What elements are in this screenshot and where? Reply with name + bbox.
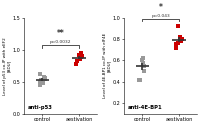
Point: [80, 55, 83, 57]
Point: [41, 82, 44, 84]
Point: [142, 63, 145, 65]
Text: p=0.043: p=0.043: [151, 14, 170, 18]
Point: [38, 84, 41, 86]
Point: [75, 63, 78, 65]
Point: [177, 42, 180, 44]
Point: [43, 78, 47, 80]
Point: [141, 57, 144, 59]
Point: [180, 38, 183, 40]
Point: [143, 65, 146, 67]
Point: [179, 40, 182, 42]
Point: [143, 70, 146, 72]
Point: [78, 54, 81, 56]
Text: p=0.0032: p=0.0032: [50, 40, 71, 44]
Y-axis label: Level of 4E-BP1 co-IP with eIF4E
[ADU]: Level of 4E-BP1 co-IP with eIF4E [ADU]: [103, 33, 111, 98]
Point: [79, 56, 83, 58]
Y-axis label: Level of p53 co-IP with eEF2
[ADU]: Level of p53 co-IP with eEF2 [ADU]: [3, 37, 11, 95]
Point: [138, 79, 141, 81]
Point: [176, 25, 179, 27]
Point: [179, 36, 182, 38]
Text: **: **: [57, 30, 64, 38]
Point: [79, 52, 82, 54]
Point: [174, 46, 178, 48]
Point: [175, 43, 178, 45]
Point: [39, 81, 42, 83]
Point: [42, 76, 45, 78]
Point: [79, 58, 82, 60]
Point: [40, 80, 43, 82]
Text: anti-4E-BP1: anti-4E-BP1: [128, 105, 162, 110]
Point: [76, 60, 79, 62]
Text: *: *: [159, 3, 163, 12]
Point: [141, 59, 144, 61]
Point: [39, 73, 42, 75]
Text: anti-p53: anti-p53: [28, 105, 53, 110]
